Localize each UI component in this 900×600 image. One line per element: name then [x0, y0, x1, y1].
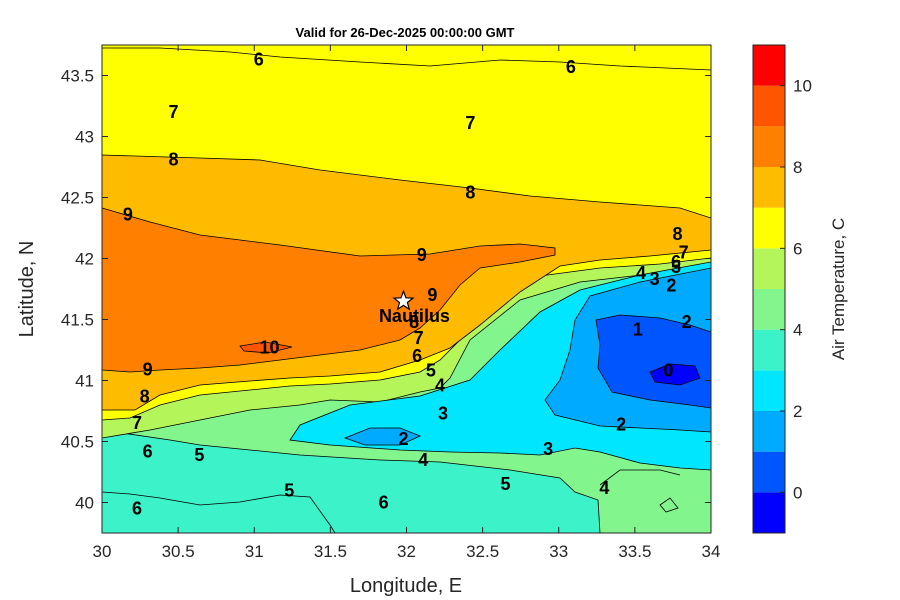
- y-tick-label: 43.5: [61, 67, 94, 86]
- contour-label: 7: [169, 102, 179, 122]
- contour-label: 7: [414, 328, 424, 348]
- station-marker: Nautilus: [379, 289, 450, 326]
- contour-label: 5: [426, 361, 436, 381]
- x-tick-label: 31.5: [314, 542, 347, 561]
- band-9-10: [239, 341, 293, 354]
- contour-label: 7: [465, 113, 475, 133]
- contour-label: 6: [254, 50, 264, 70]
- contour-label: 4: [418, 450, 428, 470]
- colorbar: 0 2 4 6 8 10: [752, 44, 812, 534]
- colorbar-label: Air Temperature, C: [829, 218, 848, 360]
- x-tick-label: 33.5: [618, 542, 651, 561]
- colorbar-tick-label: 0: [793, 483, 802, 502]
- contour-label: 3: [650, 269, 660, 289]
- contour-label: 6: [412, 346, 422, 366]
- contour-label: 8: [465, 183, 475, 203]
- contour-plot-area: [102, 45, 711, 533]
- contour-label: 8: [140, 386, 150, 406]
- colorbar-segment: [753, 370, 785, 411]
- contour-label: 6: [671, 252, 681, 272]
- contour-label: 6: [566, 57, 576, 77]
- contour-label: 3: [438, 403, 448, 423]
- y-tick-label: 40.5: [61, 433, 94, 452]
- x-tick-label: 30.5: [162, 542, 195, 561]
- contour-label: 8: [169, 150, 179, 170]
- contour-label: 6: [143, 441, 153, 461]
- contour-label: 5: [284, 480, 294, 500]
- band-1-2: [343, 267, 711, 446]
- contour-label: 9: [417, 245, 427, 265]
- y-tick-label: 41.5: [61, 311, 94, 330]
- contour-label: 9: [427, 285, 437, 305]
- contour-label: 8: [672, 224, 682, 244]
- x-tick-label: 31: [245, 542, 264, 561]
- contour-label: 6: [132, 499, 142, 519]
- contour-label: 4: [599, 478, 609, 498]
- contour-label: 5: [671, 257, 681, 277]
- colorbar-segment: [753, 411, 785, 452]
- y-axis-label: Latitude, N: [16, 241, 38, 338]
- contour-label: 4: [435, 375, 445, 395]
- colorbar-tick-label: 4: [793, 321, 802, 340]
- colorbar-tick-label: 10: [793, 77, 812, 96]
- contour-label: 2: [616, 414, 626, 434]
- colorbar-segment: [753, 248, 785, 289]
- y-tick-label: 40: [75, 494, 94, 513]
- y-tick-label: 42.5: [61, 189, 94, 208]
- x-tick-label: 34: [702, 542, 721, 561]
- x-axis: 30 30.5 31 31.5 32 32.5 33 33.5 34: [93, 45, 721, 561]
- colorbar-segment: [753, 451, 785, 493]
- contour-label: 0: [663, 361, 673, 381]
- contour-line-extra: [102, 469, 681, 533]
- x-tick-label: 32.5: [466, 542, 499, 561]
- contour-label: 9: [123, 205, 133, 225]
- colorbar-segment: [753, 329, 785, 371]
- colorbar-tick-label: 6: [793, 239, 802, 258]
- contour-label: 10: [259, 338, 279, 358]
- contour-label: 2: [682, 312, 692, 332]
- contour-label: 1: [633, 319, 643, 339]
- contour-label: 3: [543, 439, 553, 459]
- contour-label: 2: [666, 275, 676, 295]
- contour-label: 6: [379, 493, 389, 513]
- colorbar-segment: [753, 167, 785, 208]
- band-0-1: [595, 314, 711, 409]
- contour-label: 5: [194, 445, 204, 465]
- contour-label: 7: [132, 413, 142, 433]
- contour-label: 7: [679, 242, 689, 262]
- band-8-9: [102, 207, 556, 373]
- colorbar-segment: [753, 126, 785, 167]
- x-tick-label: 30: [93, 542, 112, 561]
- colorbar-segment: [753, 45, 785, 86]
- x-tick-label: 33: [549, 542, 568, 561]
- colorbar-segment: [753, 85, 785, 127]
- x-tick-label: 32: [397, 542, 416, 561]
- y-tick-label: 41: [75, 372, 94, 391]
- y-tick-label: 43: [75, 128, 94, 147]
- colorbar-tick-label: 2: [793, 402, 802, 421]
- colorbar-segment: [753, 289, 785, 330]
- contour-label: 4: [636, 263, 646, 283]
- colorbar-frame: [752, 44, 786, 534]
- band-neg1-0: [649, 363, 701, 386]
- station-label: Nautilus: [379, 306, 450, 326]
- colorbar-tick-label: 8: [793, 158, 802, 177]
- colorbar-segment: [753, 207, 785, 249]
- x-axis-label: Longitude, E: [350, 575, 462, 597]
- contour-label: 5: [500, 474, 510, 494]
- contour-label: 9: [143, 360, 153, 380]
- contour-label: 2: [398, 429, 408, 449]
- contour-label: 8: [409, 312, 419, 332]
- station-star-icon: [392, 289, 415, 311]
- y-tick-label: 42: [75, 250, 94, 269]
- colorbar-segment: [753, 492, 785, 533]
- chart-title: Valid for 26-Dec-2025 00:00:00 GMT: [296, 25, 515, 40]
